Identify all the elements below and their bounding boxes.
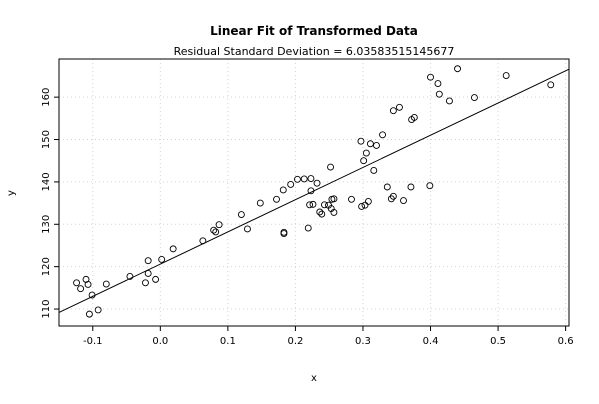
data-point bbox=[470, 94, 478, 102]
data-point bbox=[370, 167, 378, 174]
data-point bbox=[237, 211, 245, 218]
x-axis: -0.1 0.0 0.1 0.2 0.3 0.4 0.5 0.6 bbox=[83, 326, 574, 347]
data-point bbox=[407, 183, 415, 191]
y-tick-label: 130 bbox=[41, 215, 52, 234]
data-point bbox=[383, 183, 391, 191]
data-point bbox=[85, 310, 93, 318]
data-point bbox=[435, 90, 443, 98]
data-point bbox=[244, 225, 251, 233]
data-point bbox=[306, 201, 314, 209]
data-point bbox=[77, 285, 85, 293]
x-tick-label: -0.1 bbox=[83, 336, 103, 347]
data-point bbox=[321, 201, 328, 209]
data-point bbox=[102, 280, 110, 288]
chart-subtitle: Residual Standard Deviation = 6.03583515… bbox=[174, 45, 455, 58]
data-point bbox=[304, 224, 312, 232]
data-point bbox=[389, 107, 397, 115]
chart-title: Linear Fit of Transformed Data bbox=[210, 24, 418, 38]
data-points bbox=[73, 65, 555, 318]
data-point bbox=[313, 179, 321, 187]
data-point bbox=[330, 208, 338, 216]
data-point bbox=[273, 195, 280, 203]
data-point bbox=[318, 210, 326, 218]
data-point bbox=[294, 175, 301, 183]
data-point bbox=[210, 226, 218, 234]
data-point bbox=[358, 203, 366, 210]
y-tick-label: 120 bbox=[41, 257, 52, 276]
data-point bbox=[256, 199, 264, 207]
data-point bbox=[307, 175, 315, 182]
data-point bbox=[360, 157, 368, 165]
data-point bbox=[327, 163, 334, 171]
data-point bbox=[396, 103, 403, 111]
data-point bbox=[362, 149, 370, 157]
data-point bbox=[144, 257, 152, 265]
data-point bbox=[280, 230, 288, 238]
data-point bbox=[309, 200, 317, 208]
x-tick-label: 0.0 bbox=[152, 336, 168, 347]
data-point bbox=[142, 279, 149, 287]
data-point bbox=[373, 142, 380, 149]
data-point bbox=[300, 175, 308, 183]
data-point bbox=[547, 81, 555, 89]
data-point bbox=[212, 228, 220, 236]
plot-frame bbox=[58, 58, 570, 327]
data-point bbox=[389, 192, 397, 200]
x-axis-label: x bbox=[311, 373, 317, 384]
data-point bbox=[348, 195, 355, 203]
y-tick-label: 150 bbox=[41, 130, 52, 149]
x-tick-label: 0.3 bbox=[355, 336, 371, 347]
data-point bbox=[366, 140, 374, 148]
data-point bbox=[400, 197, 407, 205]
data-point bbox=[215, 221, 223, 229]
fit-line bbox=[58, 68, 570, 313]
data-point bbox=[434, 80, 442, 88]
data-point bbox=[287, 180, 295, 188]
data-point bbox=[94, 306, 102, 314]
y-axis-label: y bbox=[6, 190, 17, 196]
data-point bbox=[158, 256, 166, 263]
data-point bbox=[279, 186, 287, 194]
x-tick-label: 0.4 bbox=[423, 336, 439, 347]
data-point bbox=[357, 137, 365, 145]
x-tick-label: 0.1 bbox=[220, 336, 236, 347]
y-tick-label: 160 bbox=[41, 88, 52, 107]
x-tick-label: 0.6 bbox=[558, 336, 574, 347]
data-point bbox=[152, 275, 160, 283]
data-point bbox=[502, 72, 510, 79]
y-tick-label: 110 bbox=[41, 300, 52, 319]
data-point bbox=[330, 195, 338, 203]
data-point bbox=[84, 281, 92, 288]
data-point bbox=[364, 197, 372, 205]
data-point bbox=[126, 272, 134, 280]
data-point bbox=[427, 73, 434, 81]
data-point bbox=[454, 65, 461, 73]
x-tick-label: 0.5 bbox=[490, 336, 506, 347]
y-tick-label: 140 bbox=[41, 172, 52, 191]
x-tick-label: 0.2 bbox=[287, 336, 303, 347]
data-point bbox=[426, 182, 434, 190]
data-point bbox=[316, 208, 324, 216]
grid bbox=[59, 59, 569, 326]
data-point bbox=[410, 114, 418, 121]
data-point bbox=[73, 279, 81, 287]
data-point bbox=[379, 131, 387, 139]
data-point bbox=[445, 97, 453, 105]
data-point bbox=[169, 245, 177, 253]
y-axis: 110 120 130 140 150 160 bbox=[41, 88, 59, 319]
data-point bbox=[361, 201, 369, 209]
